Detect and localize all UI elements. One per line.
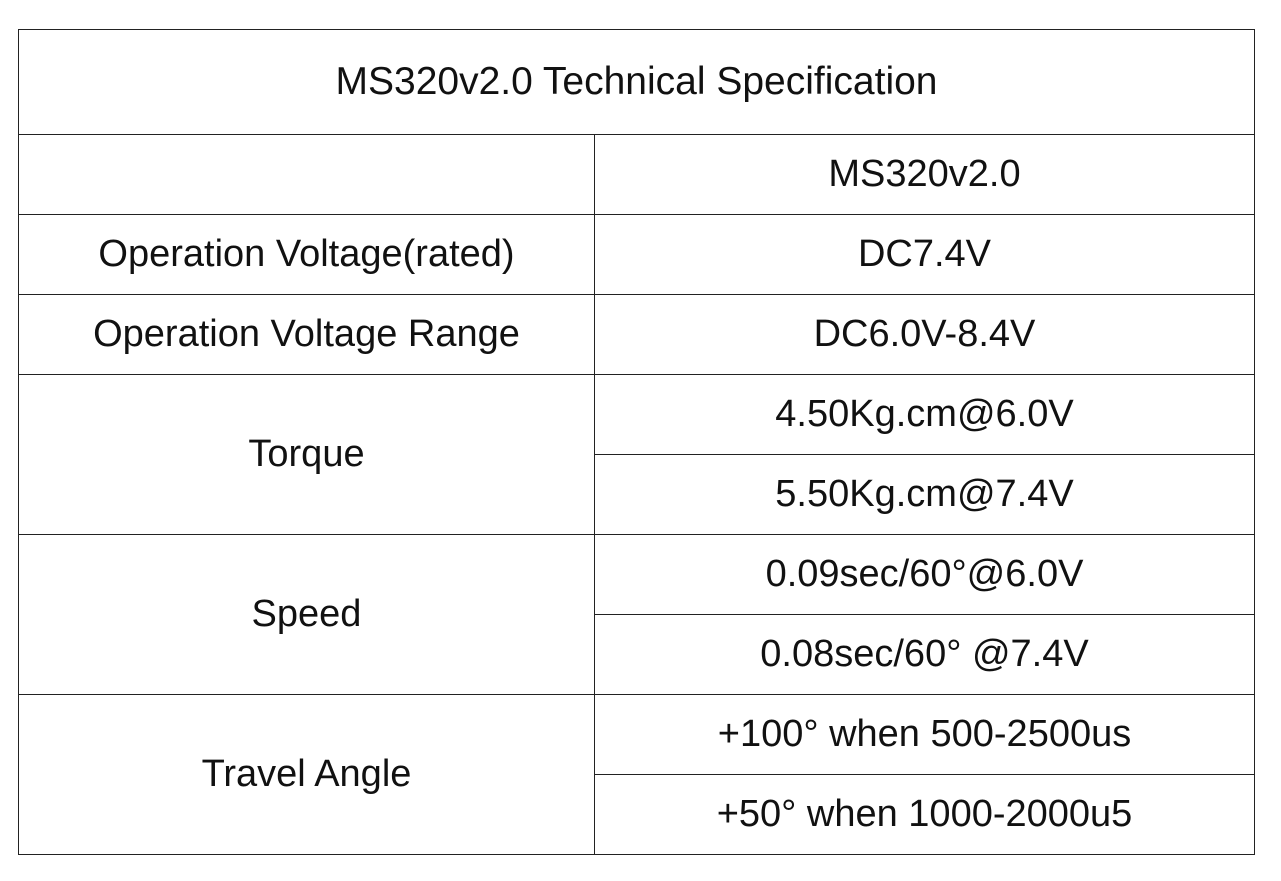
row-label: Torque xyxy=(18,374,595,535)
row-label: Operation Voltage Range xyxy=(18,294,595,375)
empty-header-cell xyxy=(18,134,595,215)
row-label: Travel Angle xyxy=(18,694,595,855)
row-value: 5.50Kg.cm@7.4V xyxy=(594,454,1255,535)
spec-row: 0.08sec/60° @7.4V xyxy=(19,614,1255,695)
spec-row: Torque 4.50Kg.cm@6.0V xyxy=(18,374,1255,535)
spec-row: Travel Angle +100° when 500-2500us xyxy=(18,694,1255,855)
row-label: Operation Voltage(rated) xyxy=(18,214,595,295)
spec-row: Operation Voltage Range DC6.0V-8.4V xyxy=(18,294,1255,375)
row-value: DC6.0V-8.4V xyxy=(594,294,1255,375)
header-row: MS320v2.0 xyxy=(18,134,1255,215)
spec-table: MS320v2.0 Technical Specification MS320v… xyxy=(18,29,1255,855)
row-value: DC7.4V xyxy=(594,214,1255,295)
row-value: +50° when 1000-2000u5 xyxy=(594,774,1255,855)
title-row: MS320v2.0 Technical Specification xyxy=(18,29,1255,135)
row-value: +100° when 500-2500us xyxy=(594,694,1255,775)
row-value: 4.50Kg.cm@6.0V xyxy=(594,374,1255,455)
row-value: 0.09sec/60°@6.0V xyxy=(594,534,1255,615)
spec-row: 5.50Kg.cm@7.4V xyxy=(19,454,1255,535)
row-label: Speed xyxy=(18,534,595,695)
spec-row: Operation Voltage(rated) DC7.4V xyxy=(18,214,1255,295)
column-header: MS320v2.0 xyxy=(594,134,1255,215)
spec-row: +50° when 1000-2000u5 xyxy=(19,774,1255,855)
table-title: MS320v2.0 Technical Specification xyxy=(18,29,1255,135)
row-value: 0.08sec/60° @7.4V xyxy=(594,614,1255,695)
spec-row: Speed 0.09sec/60°@6.0V xyxy=(18,534,1255,695)
